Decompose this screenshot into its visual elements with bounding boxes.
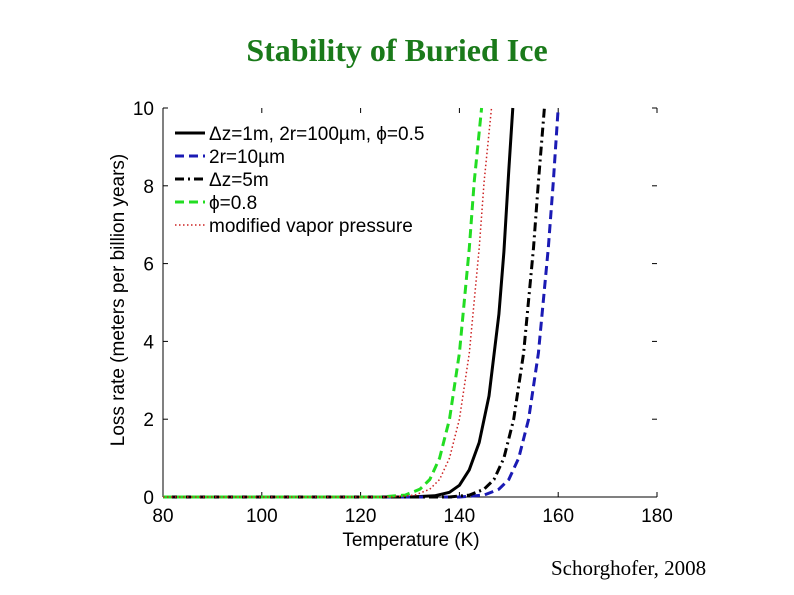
x-tick-label: 120 <box>345 506 377 527</box>
legend-label: 2r=10µm <box>209 147 285 168</box>
legend-background <box>170 114 462 266</box>
series-line-5 <box>163 107 493 498</box>
x-tick-label: 160 <box>542 506 574 527</box>
y-axis-label: Loss rate (meters per billion years) <box>108 154 129 447</box>
x-tick-label: 180 <box>641 506 673 527</box>
series-line-4 <box>163 107 484 499</box>
x-tick-label: 80 <box>152 506 173 527</box>
axis-ticks: 80 100 120 140 160 180 0 2 4 6 8 10 <box>133 99 673 527</box>
x-axis-label: Temperature (K) <box>342 530 479 551</box>
legend-label: Δz=5m <box>209 170 269 191</box>
y-tick-label: 8 <box>143 177 154 198</box>
y-tick-label: 2 <box>143 410 154 431</box>
legend-label: Δz=1m, 2r=100µm, ϕ=0.5 <box>209 124 424 145</box>
y-tick-label: 6 <box>143 255 154 276</box>
y-tick-label: 0 <box>143 488 154 509</box>
series-line-3 <box>163 107 546 499</box>
x-tick-label: 140 <box>444 506 476 527</box>
legend-label: ϕ=0.8 <box>209 193 257 214</box>
slide-title: Stability of Buried Ice <box>246 32 548 68</box>
series-lines <box>163 107 560 499</box>
citation-credit: Schorghofer, 2008 <box>551 556 707 580</box>
series-line-2 <box>163 107 560 499</box>
legend: Δz=1m, 2r=100µm, ϕ=0.52r=10µmΔz=5mϕ=0.8m… <box>170 114 462 266</box>
legend-label: modified vapor pressure <box>209 216 413 237</box>
y-tick-label: 4 <box>143 332 154 353</box>
x-tick-label: 100 <box>246 506 278 527</box>
y-tick-label: 10 <box>133 99 154 120</box>
